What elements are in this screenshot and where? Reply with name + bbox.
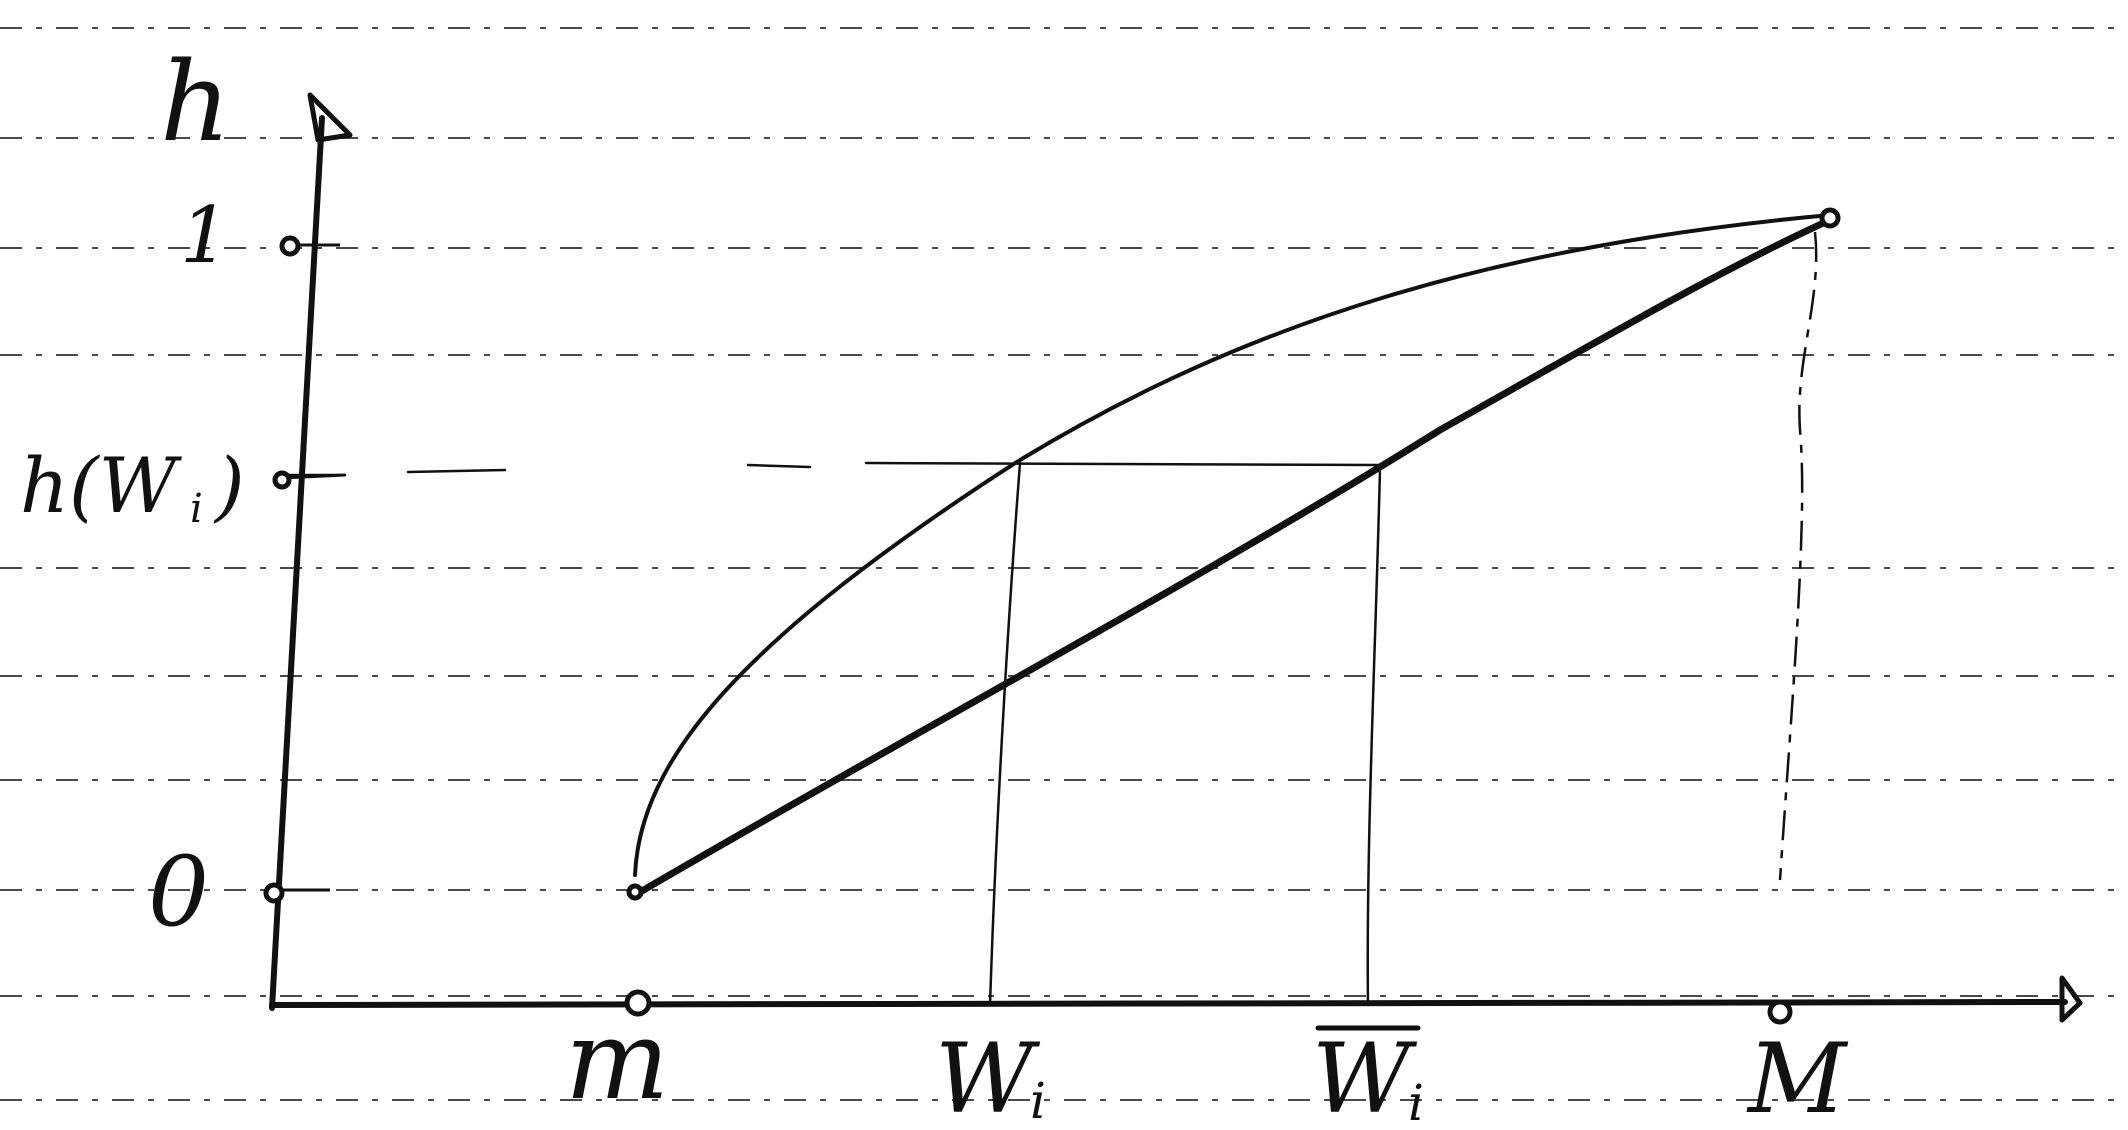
x-tick-label-wi-bar-sub: i xyxy=(1408,1074,1424,1130)
marker-max xyxy=(1767,999,1793,1025)
x-axis xyxy=(269,999,2068,1008)
y-tick-label-one: 1 xyxy=(180,191,230,281)
concave-curve xyxy=(633,213,1832,877)
curve-end-point xyxy=(1819,207,1841,229)
guide-lines xyxy=(278,231,1818,1007)
x-tick-label-wi: W xyxy=(935,1023,1041,1130)
y-tick-label-h-wi: h(W xyxy=(20,441,183,530)
x-axis-arrowhead xyxy=(2059,975,2083,1023)
wi-bar-vertical-guide xyxy=(1366,466,1382,1007)
y-tick-h-wi xyxy=(281,473,346,480)
x-tick-label-wi-bar: W xyxy=(1312,1023,1418,1130)
marker-min xyxy=(624,989,652,1017)
axis-markers xyxy=(263,207,1841,1025)
curve-start-point xyxy=(626,883,644,901)
y-tick-label-h-wi-sub: i xyxy=(190,486,203,532)
linear-line xyxy=(631,216,1834,899)
y-axis-arrowhead xyxy=(307,92,353,143)
marker-one xyxy=(279,235,301,257)
x-tick-label-max: M xyxy=(1746,1023,1849,1130)
ruled-paper-lines xyxy=(0,27,2128,1101)
h-wi-horizontal-guide xyxy=(278,461,1380,477)
y-tick-label-zero: 0 xyxy=(148,836,209,948)
x-tick-label-min: m xyxy=(565,996,669,1124)
max-vertical-guide xyxy=(1778,231,1818,881)
marker-zero xyxy=(263,882,285,904)
y-tick-label-h-wi-close: ) xyxy=(213,441,245,530)
y-axis-label: h xyxy=(160,38,231,166)
wi-vertical-guide xyxy=(988,461,1022,1007)
y-axis xyxy=(269,115,325,1011)
x-tick-label-wi-sub: i xyxy=(1030,1072,1046,1130)
marker-h-wi xyxy=(272,470,292,490)
